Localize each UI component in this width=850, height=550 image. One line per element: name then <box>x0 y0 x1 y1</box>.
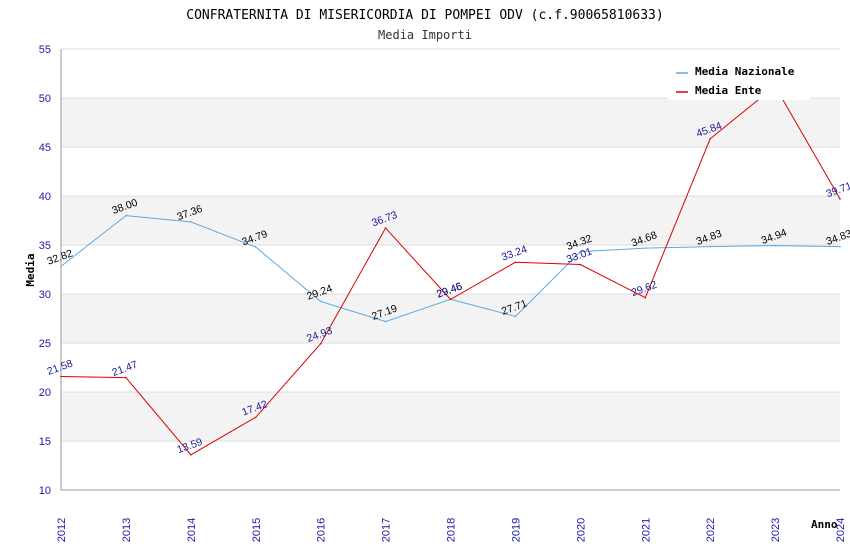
y-tick-labels: 10 15 20 25 30 35 40 45 50 55 <box>39 44 51 497</box>
x-tick-label: 2024 <box>835 518 847 542</box>
data-point <box>579 263 582 266</box>
data-point <box>190 454 192 456</box>
data-point <box>254 246 257 248</box>
y-tick-label: 45 <box>39 142 51 154</box>
x-tick-label: 2020 <box>575 518 587 542</box>
chart-subtitle: Media Importi <box>378 28 472 42</box>
data-point <box>125 214 127 217</box>
grid-bands <box>61 49 840 490</box>
x-tick-label: 2018 <box>446 518 458 542</box>
data-point <box>384 227 387 229</box>
y-axis-label: Media <box>24 253 37 286</box>
data-point <box>190 221 192 223</box>
grid-band <box>61 441 840 490</box>
y-tick-label: 55 <box>39 44 51 56</box>
legend-box <box>668 58 810 100</box>
y-tick-label: 20 <box>39 387 51 399</box>
data-point <box>319 300 322 303</box>
y-tick-label: 10 <box>39 485 51 497</box>
data-point <box>60 265 62 268</box>
data-point <box>644 296 647 299</box>
y-tick-label: 15 <box>39 436 51 448</box>
x-tick-label: 2015 <box>251 518 263 542</box>
x-tick-label: 2021 <box>640 518 652 542</box>
x-tick-label: 2013 <box>121 518 133 542</box>
data-point <box>125 376 127 379</box>
y-tick-label: 25 <box>39 338 51 350</box>
series-layer <box>60 85 841 456</box>
y-tick-label: 30 <box>39 289 51 301</box>
data-point <box>839 198 841 200</box>
grid-band <box>61 98 840 147</box>
data-point <box>644 247 647 249</box>
data-point <box>384 320 387 323</box>
x-tick-label: 2022 <box>705 518 717 542</box>
grid-band <box>61 343 840 392</box>
data-point <box>709 245 711 248</box>
x-tick-label: 2023 <box>770 518 782 542</box>
x-tick-label: 2019 <box>510 518 522 542</box>
grid-band <box>61 294 840 343</box>
data-point <box>579 250 582 253</box>
data-point <box>60 375 62 378</box>
grid-band <box>61 147 840 196</box>
legend: Media Nazionale Media Ente <box>668 58 810 100</box>
x-tick-label: 2012 <box>56 518 68 542</box>
x-tick-label: 2016 <box>316 518 328 542</box>
data-point <box>774 244 776 247</box>
y-tick-label: 35 <box>39 240 51 252</box>
grid-band <box>61 392 840 441</box>
legend-label-media-nazionale: Media Nazionale <box>695 65 795 78</box>
chart-title: CONFRATERNITA DI MISERICORDIA DI POMPEI … <box>186 8 663 23</box>
data-point <box>709 137 711 140</box>
y-tick-label: 40 <box>39 191 51 203</box>
data-point <box>514 315 517 318</box>
data-point <box>254 416 257 419</box>
legend-label-media-ente: Media Ente <box>695 84 762 97</box>
x-axis-label: Anno <box>811 518 838 531</box>
data-point <box>319 342 322 345</box>
x-tick-label: 2014 <box>186 518 198 542</box>
grid-band <box>61 196 840 245</box>
data-point <box>839 245 841 248</box>
grid-band <box>61 245 840 294</box>
data-point <box>449 298 452 301</box>
x-tick-labels: 2012 2013 2014 2015 2016 2017 2018 2019 2020 2021… <box>56 518 847 542</box>
x-tick-label: 2017 <box>381 518 393 542</box>
y-tick-label: 50 <box>39 93 51 105</box>
data-point <box>514 261 517 264</box>
